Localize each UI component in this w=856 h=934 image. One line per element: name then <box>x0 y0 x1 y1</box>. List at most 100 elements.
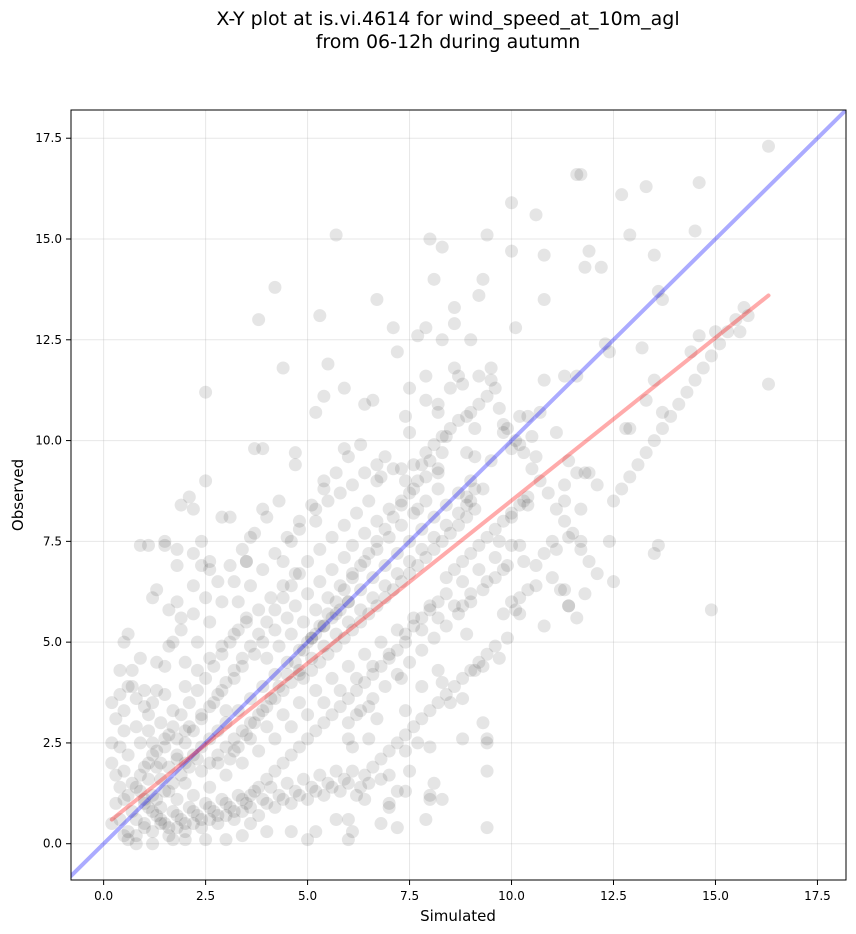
scatter-point <box>354 603 368 617</box>
scatter-point <box>203 563 217 577</box>
scatter-point <box>598 337 612 351</box>
scatter-point <box>137 684 151 698</box>
scatter-point <box>537 373 551 387</box>
scatter-point <box>154 800 168 814</box>
scatter-point <box>468 450 482 464</box>
scatter-point <box>125 776 139 790</box>
scatter-point <box>525 462 539 476</box>
scatter-point <box>415 542 429 556</box>
scatter-point <box>362 732 376 746</box>
scatter-point <box>439 619 453 633</box>
scatter-point <box>256 563 270 577</box>
scatter-point <box>133 784 147 798</box>
scatter-point <box>382 800 396 814</box>
scatter-point <box>341 450 355 464</box>
scatter-point <box>476 272 490 286</box>
scatter-point <box>345 740 359 754</box>
scatter-point <box>113 663 127 677</box>
scatter-point <box>341 659 355 673</box>
scatter-point <box>288 655 302 669</box>
scatter-point <box>333 486 347 500</box>
scatter-point <box>439 518 453 532</box>
scatter-point <box>211 808 225 822</box>
scatter-point <box>382 796 396 810</box>
scatter-point <box>354 780 368 794</box>
scatter-point <box>211 748 225 762</box>
scatter-point <box>370 712 384 726</box>
scatter-point <box>199 385 213 399</box>
scatter-point <box>317 788 331 802</box>
scatter-point <box>578 587 592 601</box>
scatter-point <box>203 756 217 770</box>
scatter-point <box>672 397 686 411</box>
scatter-point <box>407 506 421 520</box>
scatter-point <box>505 442 519 456</box>
scatter-point <box>541 486 555 500</box>
scatter-point <box>439 571 453 585</box>
scatter-point <box>443 381 457 395</box>
scatter-point <box>513 409 527 423</box>
scatter-point <box>268 280 282 294</box>
scatter-point <box>223 752 237 766</box>
scatter-point <box>647 373 661 387</box>
scatter-point <box>398 744 412 758</box>
scatter-point <box>215 647 229 661</box>
scatter-point <box>341 692 355 706</box>
scatter-point <box>158 534 172 548</box>
scatter-point <box>366 667 380 681</box>
scatter-point <box>370 514 384 528</box>
scatter-point <box>280 655 294 669</box>
scatter-point <box>447 679 461 693</box>
scatter-point <box>227 813 241 827</box>
scatter-point <box>256 704 270 718</box>
scatter-point <box>496 607 510 621</box>
scatter-point <box>317 482 331 496</box>
scatter-point <box>150 583 164 597</box>
scatter-point <box>651 284 665 298</box>
scatter-point <box>301 792 315 806</box>
scatter-point <box>398 627 412 641</box>
scatter-point <box>142 724 155 738</box>
scatter-point <box>655 292 669 306</box>
scatter-point <box>223 559 237 573</box>
scatter-point <box>133 768 147 782</box>
data-points <box>105 139 775 851</box>
scatter-point <box>162 760 176 774</box>
scatter-point <box>199 833 213 847</box>
scatter-point <box>125 679 139 693</box>
scatter-point <box>651 538 665 552</box>
scatter-point <box>219 768 233 782</box>
scatter-point <box>423 788 437 802</box>
scatter-point <box>558 369 572 383</box>
scatter-point <box>268 692 282 706</box>
scatter-point <box>292 667 306 681</box>
scatter-point <box>704 349 718 363</box>
scatter-point <box>317 619 331 633</box>
scatter-point <box>362 607 376 621</box>
scatter-point <box>215 684 229 698</box>
scatter-point <box>362 494 376 508</box>
scatter-point <box>427 438 441 452</box>
scatter-point <box>182 490 196 504</box>
scatter-point <box>476 482 490 496</box>
scatter-point <box>305 498 319 512</box>
scatter-point <box>276 708 290 722</box>
scatter-point <box>109 796 123 810</box>
scatter-point <box>492 651 506 665</box>
scatter-point <box>464 405 478 419</box>
scatter-point <box>223 510 237 524</box>
chart-title-line1: X-Y plot at is.vi.4614 for wind_speed_at… <box>216 8 680 30</box>
scatter-point <box>358 792 372 806</box>
scatter-point <box>341 833 355 847</box>
scatter-point <box>513 607 527 621</box>
scatter-point <box>317 716 331 730</box>
scatter-point <box>276 684 290 698</box>
scatter-point <box>366 393 380 407</box>
scatter-point <box>488 571 502 585</box>
scatter-point <box>203 813 217 827</box>
scatter-point <box>431 466 445 480</box>
scatter-point <box>435 333 449 347</box>
scatter-point <box>513 438 527 452</box>
scatter-point <box>292 643 306 657</box>
scatter-point <box>480 228 494 242</box>
